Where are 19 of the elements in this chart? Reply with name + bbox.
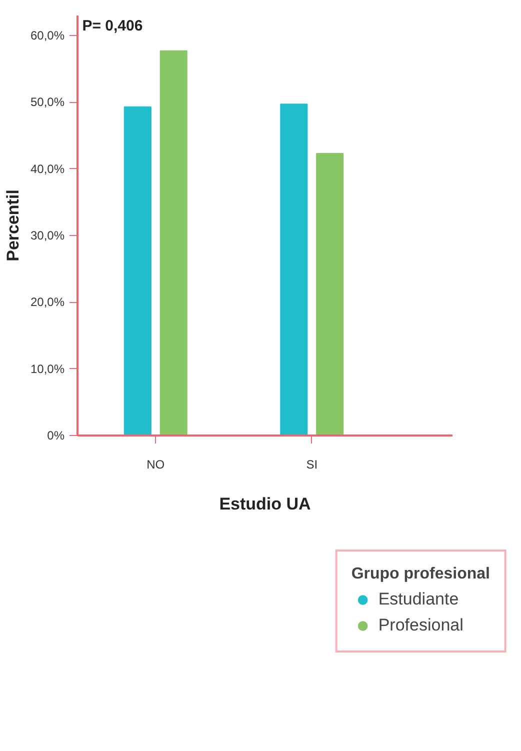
y-tick-label: 30,0% [30, 228, 65, 242]
legend-label: Profesional [378, 616, 464, 636]
y-tick-label: 50,0% [30, 95, 65, 110]
y-axis-title: Percentil [3, 190, 22, 262]
y-tick-label: 20,0% [30, 295, 65, 310]
bar [124, 106, 152, 436]
x-axis-title: Estudio UA [219, 494, 311, 514]
bar [280, 104, 308, 436]
y-tick-label: 40,0% [30, 162, 65, 176]
y-tick-label: 0% [47, 428, 65, 442]
legend-title: Grupo profesional [351, 566, 490, 584]
legend-label: Estudiante [378, 590, 459, 610]
bar [316, 153, 344, 436]
annotation: P= 0,406 [82, 18, 143, 34]
x-tick-label: SI [306, 458, 318, 472]
y-tick-label: 60,0% [30, 28, 65, 42]
x-tick-label: NO [146, 458, 165, 472]
bar [160, 50, 188, 436]
y-tick-label: 10,0% [30, 362, 65, 376]
